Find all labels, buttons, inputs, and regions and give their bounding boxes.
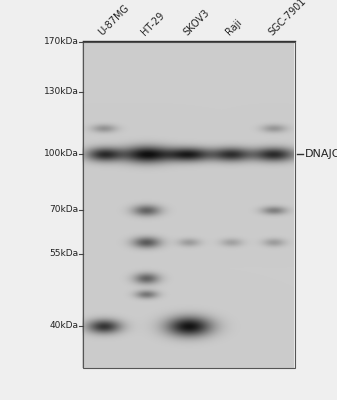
Text: 100kDa: 100kDa xyxy=(44,150,79,158)
Bar xyxy=(83,42,295,368)
Text: 130kDa: 130kDa xyxy=(44,88,79,96)
Text: U-87MG: U-87MG xyxy=(97,2,131,37)
Text: 55kDa: 55kDa xyxy=(50,250,79,258)
Text: 170kDa: 170kDa xyxy=(44,38,79,46)
Text: 40kDa: 40kDa xyxy=(50,322,79,330)
Text: SGC-7901: SGC-7901 xyxy=(267,0,308,37)
Text: Raji: Raji xyxy=(224,17,244,37)
Text: SKOV3: SKOV3 xyxy=(182,7,212,37)
Text: HT-29: HT-29 xyxy=(139,10,166,37)
Text: DNAJC10: DNAJC10 xyxy=(305,149,337,159)
Text: 70kDa: 70kDa xyxy=(50,206,79,214)
